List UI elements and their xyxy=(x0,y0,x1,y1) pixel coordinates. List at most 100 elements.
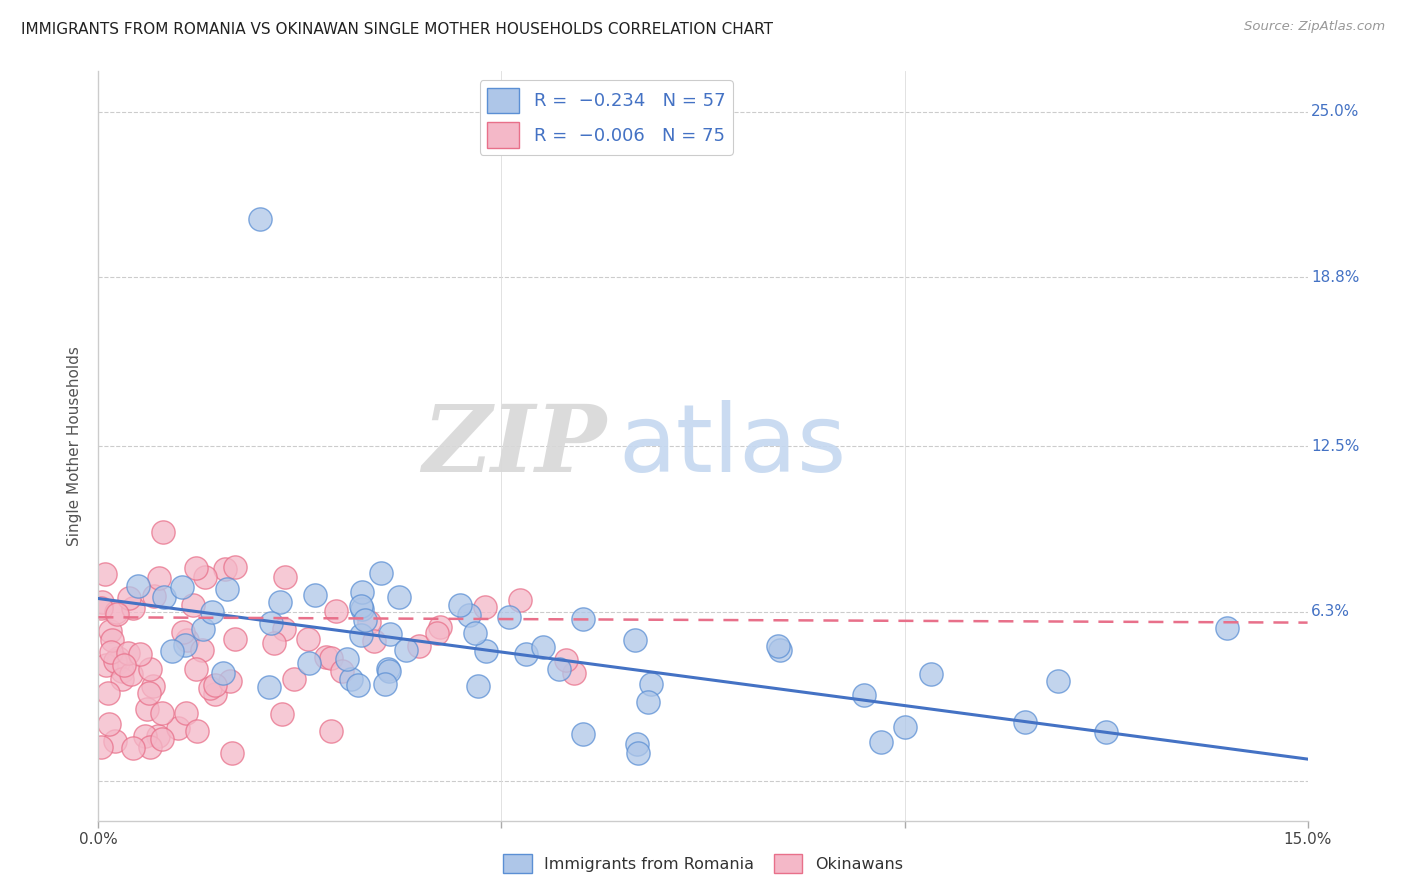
Point xyxy=(212,665,235,680)
Point xyxy=(103,654,125,668)
Point xyxy=(200,681,222,695)
Point xyxy=(120,666,142,681)
Point xyxy=(377,661,399,675)
Text: 6.3%: 6.3% xyxy=(1312,605,1350,619)
Point xyxy=(350,585,373,599)
Legend: R =  −0.234   N = 57, R =  −0.006   N = 75: R = −0.234 N = 57, R = −0.006 N = 75 xyxy=(479,80,733,155)
Point xyxy=(374,676,396,690)
Point xyxy=(498,610,520,624)
Point xyxy=(193,622,215,636)
Point xyxy=(94,657,117,672)
Point xyxy=(224,632,246,646)
Point xyxy=(555,653,578,667)
Point xyxy=(107,655,129,669)
Point xyxy=(515,647,537,661)
Point xyxy=(624,632,647,647)
Point xyxy=(297,632,319,647)
Point xyxy=(111,664,134,678)
Point xyxy=(572,727,595,741)
Point xyxy=(129,647,152,661)
Point xyxy=(1095,725,1118,739)
Point xyxy=(449,598,471,612)
Point xyxy=(269,595,291,609)
Point xyxy=(467,679,489,693)
Legend: Immigrants from Romania, Okinawans: Immigrants from Romania, Okinawans xyxy=(496,847,910,880)
Point xyxy=(395,642,418,657)
Point xyxy=(94,566,117,581)
Point xyxy=(139,740,162,755)
Point xyxy=(176,632,198,647)
Point xyxy=(626,737,648,751)
Point xyxy=(640,677,662,691)
Point xyxy=(90,595,112,609)
Point xyxy=(139,662,162,676)
Point xyxy=(217,582,239,596)
Point xyxy=(122,741,145,756)
Point xyxy=(118,591,141,606)
Point xyxy=(315,649,337,664)
Point xyxy=(474,599,496,614)
Point xyxy=(352,602,374,616)
Point xyxy=(768,642,790,657)
Point xyxy=(893,720,915,734)
Point xyxy=(214,562,236,576)
Point xyxy=(194,570,217,584)
Point xyxy=(572,612,595,626)
Text: 12.5%: 12.5% xyxy=(1312,439,1360,453)
Text: 25.0%: 25.0% xyxy=(1312,104,1360,119)
Point xyxy=(426,626,449,640)
Point xyxy=(101,633,124,648)
Point xyxy=(274,570,297,584)
Point xyxy=(627,746,650,760)
Point xyxy=(127,579,149,593)
Point xyxy=(90,739,112,754)
Point xyxy=(363,633,385,648)
Point xyxy=(174,706,197,721)
Point xyxy=(184,662,207,676)
Point xyxy=(359,615,381,629)
Point xyxy=(920,666,942,681)
Point xyxy=(143,589,166,603)
Point xyxy=(370,566,392,580)
Point xyxy=(160,644,183,658)
Point xyxy=(107,651,129,665)
Point xyxy=(173,638,195,652)
Point xyxy=(378,665,401,679)
Point xyxy=(766,639,789,653)
Point xyxy=(98,624,121,639)
Point xyxy=(219,673,242,688)
Point xyxy=(350,628,373,642)
Text: ZIP: ZIP xyxy=(422,401,606,491)
Point xyxy=(150,732,173,747)
Point xyxy=(548,662,571,676)
Point xyxy=(457,608,479,623)
Point xyxy=(853,688,876,702)
Point xyxy=(1216,621,1239,635)
Point xyxy=(204,678,226,692)
Text: atlas: atlas xyxy=(619,400,846,492)
Text: 18.8%: 18.8% xyxy=(1312,270,1360,285)
Point xyxy=(153,591,176,605)
Point xyxy=(388,590,411,604)
Point xyxy=(260,615,283,630)
Point xyxy=(96,685,118,699)
Point xyxy=(319,723,342,738)
Point xyxy=(98,716,121,731)
Point xyxy=(475,644,498,658)
Point xyxy=(150,706,173,721)
Point xyxy=(319,651,342,665)
Point xyxy=(1046,673,1069,688)
Point xyxy=(347,678,370,692)
Point xyxy=(121,600,143,615)
Point xyxy=(283,672,305,686)
Point xyxy=(148,571,170,585)
Point xyxy=(105,607,128,621)
Point xyxy=(637,695,659,709)
Point xyxy=(464,626,486,640)
Point xyxy=(378,627,401,641)
Point xyxy=(104,734,127,748)
Point xyxy=(111,672,134,686)
Point xyxy=(138,686,160,700)
Text: IMMIGRANTS FROM ROMANIA VS OKINAWAN SINGLE MOTHER HOUSEHOLDS CORRELATION CHART: IMMIGRANTS FROM ROMANIA VS OKINAWAN SING… xyxy=(21,22,773,37)
Point xyxy=(166,721,188,735)
